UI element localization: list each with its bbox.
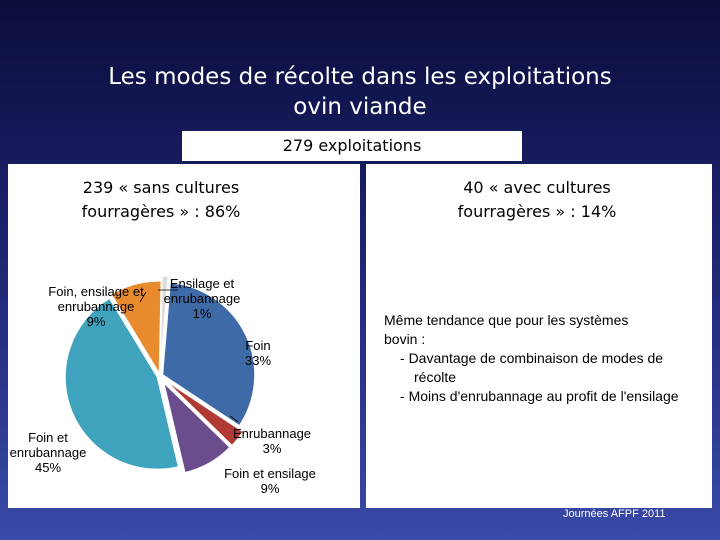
right-heading-line-2: fourragères » : 14% xyxy=(457,202,617,221)
pie-slice-4 xyxy=(163,381,231,474)
note-bullets: Davantage de combinaison de modes de réc… xyxy=(384,349,694,406)
right-panel-heading: 40 « avec cultures fourragères » : 14% xyxy=(412,176,662,224)
pie-label-2: Foin 33% xyxy=(245,338,271,368)
pie-leader-line-6 xyxy=(139,291,147,303)
note-bullet-1: Davantage de combinaison de modes de réc… xyxy=(384,349,694,387)
note-text: Même tendance que pour les systèmes bovi… xyxy=(384,311,694,406)
pie-chart: Ensilage et enrubannage 1%Foin 33% Enrubanna… xyxy=(10,275,316,496)
note-intro-line-1: Même tendance que pour les systèmes xyxy=(384,312,629,328)
left-panel-heading: 239 « sans cultures fourragères » : 86% xyxy=(36,176,286,224)
pie-slice-5 xyxy=(64,297,179,470)
pie-label-3: Enrubannage 3% xyxy=(233,426,311,456)
note-intro-line-2: bovin : xyxy=(384,331,426,347)
left-heading-line-2: fourragères » : 86% xyxy=(81,202,241,221)
footer-text: Journées AFPF 2011 xyxy=(563,508,666,520)
pie-slice-6 xyxy=(110,280,162,375)
pie-label-4: Foin et ensilage 9% xyxy=(224,466,316,496)
pie-slice-2 xyxy=(162,282,256,427)
subtitle-box: 279 exploitations xyxy=(182,131,522,161)
pie-label-1: Ensilage et enrubannage 1% xyxy=(164,276,241,321)
note-bullet-2: Moins d'enrubannage au profit de l'ensil… xyxy=(384,387,694,406)
pie-slice-3 xyxy=(165,380,244,447)
right-heading-line-1: 40 « avec cultures xyxy=(463,178,611,197)
left-panel: 239 « sans cultures fourragères » : 86% … xyxy=(8,164,360,508)
page-title-line-2: ovin viande xyxy=(293,94,427,120)
pie-label-5: Foin et enrubannage 45% xyxy=(10,430,87,475)
page-title-line-1: Les modes de récolte dans les exploitati… xyxy=(108,64,612,90)
page-title: Les modes de récolte dans les exploitati… xyxy=(0,62,720,122)
pie-leader-line-3 xyxy=(229,415,239,423)
pie-label-6: Foin, ensilage et enrubannage 9% xyxy=(48,284,144,329)
left-heading-line-1: 239 « sans cultures xyxy=(82,178,240,197)
right-panel: 40 « avec cultures fourragères » : 14% M… xyxy=(366,164,712,508)
pie-slice-1 xyxy=(159,275,169,369)
